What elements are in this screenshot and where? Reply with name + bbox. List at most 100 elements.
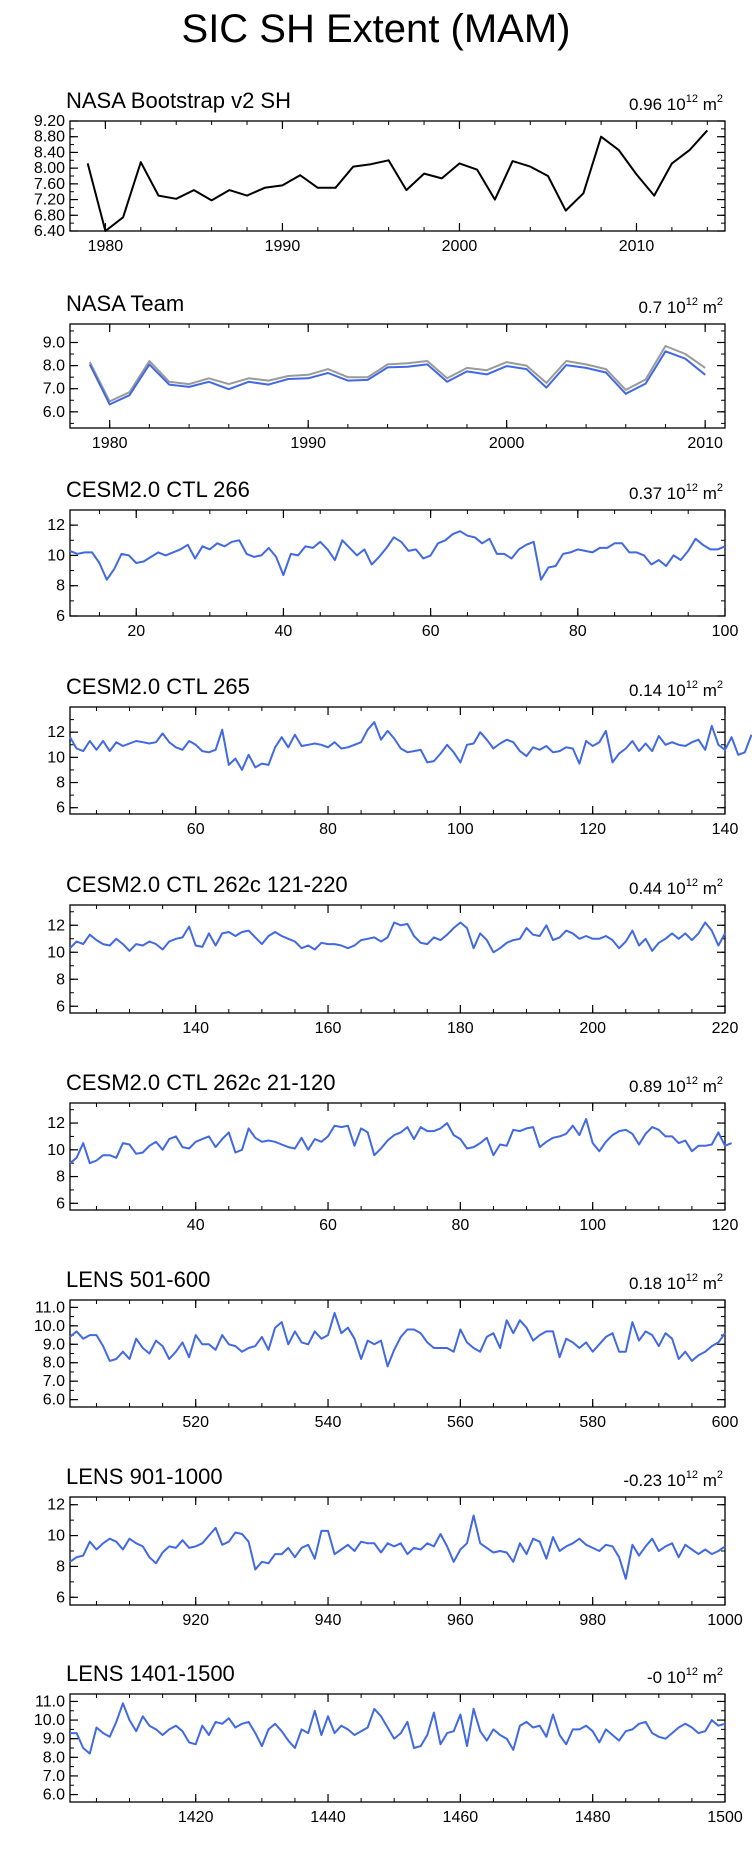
y-tick-label: 6 xyxy=(56,998,65,1015)
x-tick-label: 2000 xyxy=(489,435,525,452)
y-tick-label: 9.0 xyxy=(43,1731,65,1748)
series-line xyxy=(69,1311,726,1368)
panel-title: LENS 901-1000 xyxy=(66,1464,223,1489)
y-tick-label: 8.80 xyxy=(34,129,65,146)
y-tick-label: 8.0 xyxy=(43,1749,65,1766)
plot-frame xyxy=(69,1299,726,1408)
trend-label: -0 1012 m2 xyxy=(647,1666,723,1687)
panel-title: NASA Bootstrap v2 SH xyxy=(66,88,291,113)
x-tick-label: 60 xyxy=(422,623,440,640)
plot-frame xyxy=(69,1496,726,1606)
y-tick-label: 12 xyxy=(47,724,65,741)
y-tick-label: 11.0 xyxy=(35,1299,65,1316)
y-tick-label: 10 xyxy=(47,547,65,564)
chart-panel: LENS 1401-1500 -0 1012 m2 1420 1440 1460 1480… xyxy=(34,1661,743,1826)
panel-title: NASA Team xyxy=(66,291,184,316)
x-tick-label: 120 xyxy=(579,821,606,838)
y-tick-label: 10.0 xyxy=(34,1318,65,1335)
y-tick-label: 8.0 xyxy=(43,358,65,375)
plot-frame xyxy=(69,323,726,429)
y-tick-label: 8 xyxy=(56,1558,65,1575)
x-tick-label: 1500 xyxy=(707,1809,743,1826)
y-tick-label: 6.40 xyxy=(34,223,65,240)
x-tick-label: 940 xyxy=(315,1612,342,1629)
chart-panel: NASA Bootstrap v2 SH 0.96 1012 m2 1980 1990… xyxy=(34,88,726,255)
x-tick-label: 1980 xyxy=(88,238,124,255)
series-line xyxy=(69,1118,732,1165)
plot-frame xyxy=(69,904,726,1014)
y-tick-label: 10 xyxy=(47,944,65,961)
panel-title: LENS 501-600 xyxy=(66,1267,210,1292)
series-line xyxy=(69,1514,726,1580)
series-line xyxy=(70,1702,726,1755)
plot-frame xyxy=(69,706,726,815)
x-tick-label: 220 xyxy=(712,1020,739,1037)
panel-title: CESM2.0 CTL 262c 21-120 xyxy=(66,1070,335,1095)
x-tick-label: 20 xyxy=(127,623,145,640)
y-tick-label: 9.0 xyxy=(43,334,65,351)
plot-frame xyxy=(69,1693,726,1803)
plot-frame xyxy=(69,1102,726,1211)
x-tick-label: 2000 xyxy=(442,238,478,255)
y-tick-label: 7.60 xyxy=(34,176,65,193)
x-tick-label: 1440 xyxy=(310,1809,346,1826)
y-tick-label: 10 xyxy=(47,1528,65,1545)
x-tick-label: 960 xyxy=(447,1612,474,1629)
x-tick-label: 80 xyxy=(451,1217,469,1234)
y-tick-label: 10 xyxy=(47,1142,65,1159)
x-tick-label: 180 xyxy=(447,1020,474,1037)
x-tick-label: 80 xyxy=(569,623,587,640)
y-tick-label: 8 xyxy=(56,1169,65,1186)
x-tick-label: 1000 xyxy=(707,1612,743,1629)
x-tick-label: 140 xyxy=(182,1020,209,1037)
trend-label: 0.18 1012 m2 xyxy=(629,1272,723,1293)
y-tick-label: 11.0 xyxy=(35,1693,65,1710)
x-tick-label: 1990 xyxy=(290,435,326,452)
x-tick-label: 1420 xyxy=(178,1809,214,1826)
x-tick-label: 60 xyxy=(319,1217,337,1234)
trend-label: 0.96 1012 m2 xyxy=(629,93,723,114)
y-tick-label: 6.0 xyxy=(43,1392,65,1409)
chart-panel: CESM2.0 CTL 262c 121-220 0.44 1012 m2 140 1… xyxy=(47,872,738,1037)
trend-label: 0.44 1012 m2 xyxy=(629,877,723,898)
x-tick-label: 2010 xyxy=(619,238,655,255)
series-line xyxy=(69,721,752,771)
y-tick-label: 12 xyxy=(47,1115,65,1132)
x-tick-label: 140 xyxy=(712,821,739,838)
chart-panel: CESM2.0 CTL 265 0.14 1012 m2 60 80 100 120 140… xyxy=(47,674,752,838)
x-tick-label: 1990 xyxy=(265,238,301,255)
trend-label: -0.23 1012 m2 xyxy=(623,1469,723,1490)
y-tick-label: 6.80 xyxy=(34,207,65,224)
y-tick-label: 8 xyxy=(56,971,65,988)
y-tick-label: 12 xyxy=(47,917,65,934)
plot-frame xyxy=(69,509,726,617)
x-tick-label: 40 xyxy=(275,623,293,640)
y-tick-label: 10.0 xyxy=(34,1712,65,1729)
x-tick-label: 540 xyxy=(315,1414,342,1431)
series-line xyxy=(69,530,726,581)
x-tick-label: 2010 xyxy=(687,435,723,452)
y-tick-label: 6 xyxy=(56,800,65,817)
y-tick-label: 12 xyxy=(47,1497,65,1514)
chart-panel: LENS 501-600 0.18 1012 m2 520 540 560 580 600 6… xyxy=(34,1267,739,1431)
x-tick-label: 40 xyxy=(187,1217,205,1234)
trend-label: 0.89 1012 m2 xyxy=(629,1075,723,1096)
x-tick-label: 200 xyxy=(579,1020,606,1037)
series-line xyxy=(88,350,706,406)
x-tick-label: 120 xyxy=(712,1217,739,1234)
y-tick-label: 8 xyxy=(56,578,65,595)
chart-panel: CESM2.0 CTL 262c 21-120 0.89 1012 m2 40 60 8… xyxy=(47,1070,738,1234)
panels: NASA Bootstrap v2 SH 0.96 1012 m2 1980 1990… xyxy=(34,88,752,1826)
chart-panel: NASA Team 0.7 1012 m2 1980 1990 2000 2010 6.0 7… xyxy=(43,291,726,452)
panel-title: CESM2.0 CTL 262c 121-220 xyxy=(66,872,348,897)
y-tick-label: 9.20 xyxy=(34,113,65,130)
panel-title: LENS 1401-1500 xyxy=(66,1661,235,1686)
y-tick-label: 7.0 xyxy=(43,1768,65,1785)
y-tick-label: 10 xyxy=(47,749,65,766)
x-tick-label: 980 xyxy=(579,1612,606,1629)
x-tick-label: 80 xyxy=(319,821,337,838)
y-tick-label: 8 xyxy=(56,775,65,792)
y-tick-label: 7.0 xyxy=(43,381,65,398)
x-tick-label: 920 xyxy=(182,1612,209,1629)
